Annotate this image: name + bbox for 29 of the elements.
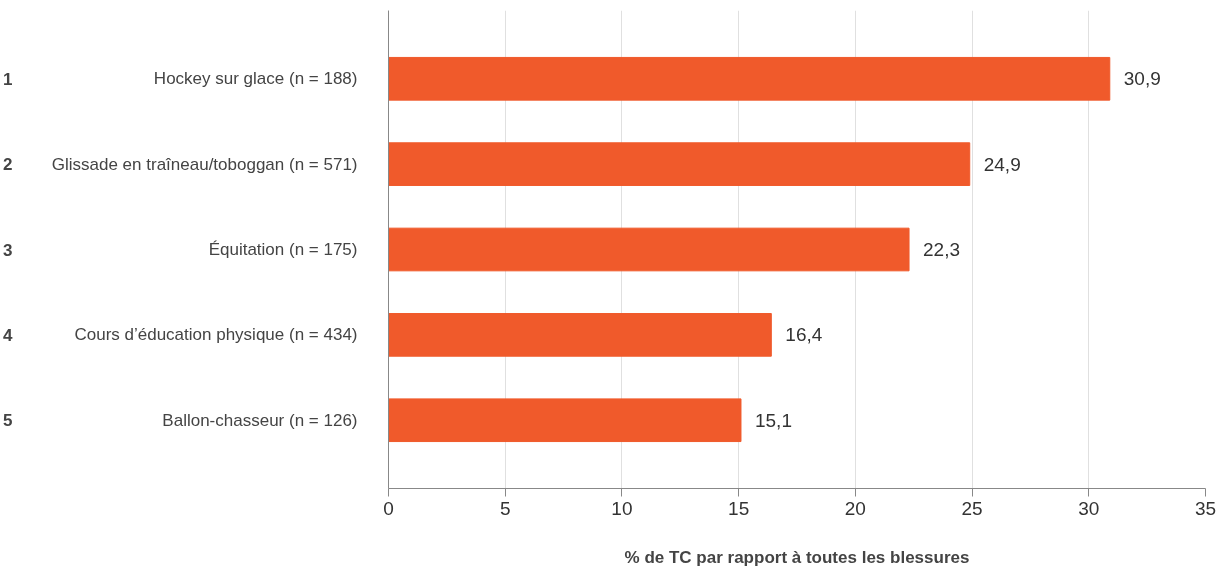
x-tick-label: 20 xyxy=(844,497,866,519)
y-tick-label: Équitation (n = 175) xyxy=(208,240,358,259)
y-tick-label: Glissade en traîneau/toboggan (n = 571) xyxy=(51,154,358,174)
text: 3 xyxy=(3,240,13,260)
y-tick-label: Hockey sur glace (n = 188) xyxy=(153,69,358,89)
data-label: 30,9 xyxy=(1123,68,1161,90)
x-tick-label: 35 xyxy=(1194,497,1217,519)
text: 4 xyxy=(3,325,14,345)
data-label: 15,1 xyxy=(754,409,792,431)
bar xyxy=(388,313,772,357)
y-tick-label: Ballon-chasseur (n = 126) xyxy=(162,410,358,430)
text: 1 xyxy=(3,69,13,89)
y-tick-label: Cours d’éducation physique (n = 434) xyxy=(74,325,358,345)
x-axis-title: % de TC par rapport à toutes les blessures xyxy=(624,547,970,567)
bar xyxy=(388,142,971,186)
bar xyxy=(388,227,910,272)
text: 5 xyxy=(3,411,13,431)
x-tick-label: 15 xyxy=(728,497,750,519)
data-label: 16,4 xyxy=(785,324,823,346)
bar xyxy=(388,56,1111,101)
x-tick-label: 0 xyxy=(383,497,394,519)
text: 2 xyxy=(3,155,13,175)
bar xyxy=(388,398,742,443)
x-tick-label: 5 xyxy=(499,497,511,519)
data-label: 24,9 xyxy=(983,153,1021,175)
x-tick-label: 30 xyxy=(1078,497,1100,519)
x-tick-label: 25 xyxy=(961,497,983,519)
data-label: 22,3 xyxy=(923,239,961,260)
x-tick-label: 10 xyxy=(611,497,633,519)
